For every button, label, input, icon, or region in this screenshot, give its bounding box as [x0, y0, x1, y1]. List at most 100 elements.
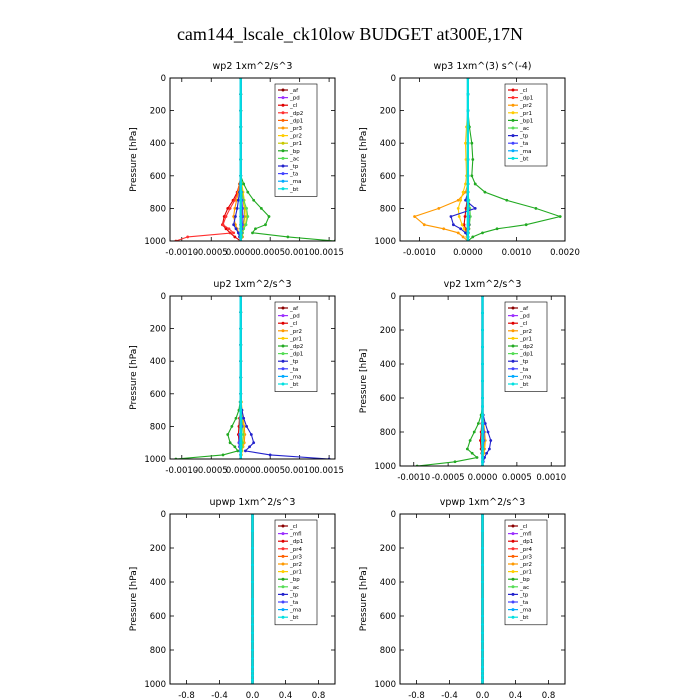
legend-label: _tp	[289, 592, 299, 598]
y-tick-label: 600	[150, 172, 166, 182]
legend-marker	[281, 187, 285, 191]
legend-label: _pr4	[519, 547, 533, 553]
data-point-pr1	[461, 190, 465, 194]
data-point-bp	[251, 231, 254, 235]
y-tick-label: 800	[380, 428, 396, 438]
series-group	[174, 78, 335, 241]
data-point-bp	[252, 198, 256, 202]
data-point-bt	[239, 174, 243, 178]
data-point-pr2	[422, 223, 426, 227]
data-point-bp1	[524, 223, 528, 227]
data-point-tp	[483, 456, 486, 459]
panel-title: wp2 1xm^2/s^3	[213, 61, 293, 72]
legend-marker	[281, 592, 285, 596]
data-point-pr1	[464, 141, 467, 145]
y-axis-label: Pressure [hPa]	[129, 345, 139, 410]
data-point-bt	[466, 198, 470, 202]
plot-frame	[399, 295, 566, 467]
data-point-bt	[239, 449, 243, 453]
data-point-bt	[481, 405, 484, 408]
data-point-bt	[239, 310, 243, 314]
data-point-tp	[242, 416, 246, 420]
data-point-bt	[239, 400, 243, 404]
x-tick-label: 0.0000	[226, 248, 256, 258]
data-point-dp2	[476, 422, 480, 425]
legend-label: _pr2	[289, 562, 302, 568]
legend-label: _ac	[519, 126, 529, 132]
y-tick-label: 0	[161, 292, 166, 302]
y-tick-label: 0	[391, 510, 396, 520]
y-tick-label: 400	[150, 357, 166, 367]
data-point-dp2	[186, 235, 190, 239]
data-point-dp2	[453, 460, 457, 464]
data-point-bt	[481, 614, 484, 618]
legend-label: _ta	[289, 172, 298, 178]
data-point-bp	[264, 223, 267, 227]
legend-label: _ma	[519, 608, 531, 614]
legend-label: _pr1	[289, 141, 302, 147]
y-tick-label: 1000	[374, 680, 396, 690]
data-point-bt	[481, 597, 484, 601]
data-point-bt	[251, 623, 254, 626]
series-group	[251, 514, 254, 684]
data-point-tp	[248, 445, 251, 449]
legend-label: _dp1	[289, 539, 303, 545]
y-tick-label: 200	[380, 544, 396, 554]
legend-marker	[281, 615, 285, 619]
figure-title: cam144_lscale_ck10low BUDGET at300E,17N	[177, 24, 523, 44]
data-point-bt	[481, 674, 484, 677]
data-point-bt	[481, 665, 484, 669]
legend-label: _ta	[519, 141, 528, 147]
legend-marker	[511, 352, 515, 356]
legend-label: _pr3	[519, 554, 533, 560]
legend-label: _ma	[519, 374, 531, 380]
legend-label: _pr1	[289, 570, 302, 576]
data-point-bt	[239, 343, 243, 347]
panel-title: upwp 1xm^2/s^3	[210, 497, 296, 508]
x-tick-label: 0.0000	[453, 248, 483, 258]
legend-marker	[511, 141, 515, 145]
data-point-dp2	[232, 231, 236, 235]
data-point-tp	[235, 207, 239, 210]
data-point-bt	[251, 674, 254, 677]
data-point-bp1	[470, 174, 474, 178]
data-point-bt	[481, 546, 484, 550]
legend-label: _bt	[519, 615, 529, 621]
x-tick-label: -0.4	[441, 691, 458, 700]
data-point-dp2	[468, 439, 472, 442]
data-point-bp	[267, 215, 271, 218]
data-point-bp1	[470, 141, 474, 145]
data-point-bt	[239, 141, 243, 145]
legend-label: _cl	[289, 321, 298, 327]
legend-label: _tp	[519, 134, 529, 140]
legend-marker	[281, 359, 285, 363]
data-point-bt	[466, 223, 470, 227]
legend-label: _ma	[519, 149, 531, 155]
legend-marker	[511, 532, 515, 536]
series-group	[415, 296, 493, 466]
legend-marker	[281, 88, 285, 92]
data-point-bt	[251, 614, 254, 618]
data-point-bt	[466, 190, 470, 194]
series-line-dp2	[417, 296, 484, 466]
y-axis-label: Pressure [hPa]	[359, 127, 369, 192]
y-tick-label: 400	[150, 139, 166, 149]
data-point-dp2	[226, 433, 230, 436]
legend-marker	[281, 352, 285, 356]
legend-label: _pr2	[519, 329, 532, 335]
legend-label: _tp	[289, 164, 299, 170]
data-point-bt	[239, 158, 243, 161]
legend-label: _pr2	[289, 329, 302, 335]
legend-label: _ac	[289, 585, 299, 591]
data-point-dp2	[228, 207, 232, 210]
data-point-tp	[486, 430, 490, 434]
legend-marker	[511, 585, 515, 589]
data-point-tp	[483, 422, 487, 425]
data-point-bt	[239, 359, 243, 363]
legend-label: _ma	[289, 179, 301, 185]
data-point-bt	[239, 327, 243, 330]
x-tick-label: 0.0015	[314, 248, 344, 258]
legend-marker	[281, 156, 285, 160]
y-tick-label: 200	[150, 107, 166, 117]
data-point-cl	[226, 207, 230, 210]
